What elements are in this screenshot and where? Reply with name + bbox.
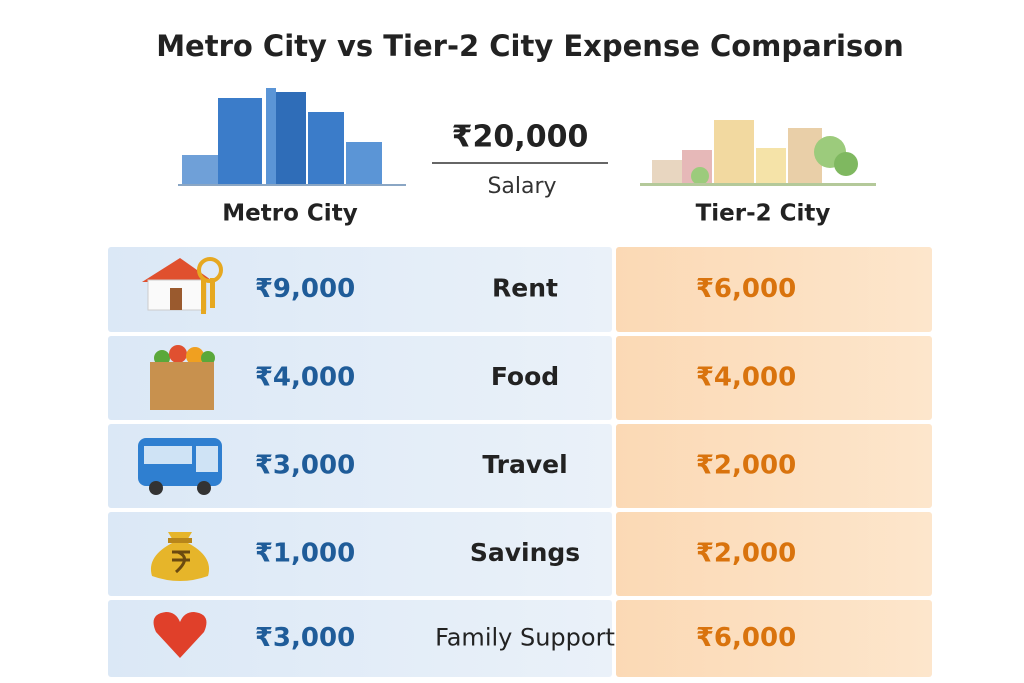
category: Food — [491, 362, 559, 391]
category: Family Support — [435, 624, 615, 652]
metro-value: ₹1,000 — [255, 539, 355, 569]
left-cell — [108, 336, 612, 420]
tier2-value: ₹6,000 — [696, 623, 796, 653]
left-cell — [108, 247, 612, 332]
metro-skyline — [178, 88, 406, 186]
metro-value: ₹9,000 — [255, 274, 355, 304]
category: Rent — [492, 274, 558, 303]
table: ₹9,000 Rent ₹6,000 ₹4,000 Food ₹4,000 ₹3,000 Tr… — [108, 247, 932, 677]
right-cell — [616, 424, 932, 508]
tier2-value: ₹2,000 — [696, 451, 796, 481]
salary-label: Salary — [487, 174, 556, 199]
left-cell — [108, 512, 612, 596]
tier2-label: Tier-2 City — [696, 201, 831, 227]
category: Savings — [470, 538, 580, 567]
right-cell — [616, 512, 932, 596]
title: Metro City vs Tier-2 City Expense Compar… — [156, 29, 904, 63]
metro-value: ₹3,000 — [255, 623, 355, 653]
left-cell — [108, 424, 612, 508]
tier2-town — [640, 120, 876, 186]
right-cell — [616, 247, 932, 332]
house-icon — [142, 257, 223, 314]
left-cell — [108, 600, 612, 677]
tier2-value: ₹6,000 — [696, 274, 796, 304]
bus-icon — [138, 438, 222, 495]
metro-value: ₹4,000 — [255, 363, 355, 393]
metro-value: ₹3,000 — [255, 451, 355, 481]
grocery-icon — [150, 345, 215, 410]
right-cell — [616, 336, 932, 420]
money-bag-icon — [150, 532, 210, 581]
tier2-value: ₹4,000 — [696, 363, 796, 393]
heart-icon — [153, 612, 207, 658]
tier2-value: ₹2,000 — [696, 539, 796, 569]
metro-label: Metro City — [222, 201, 357, 227]
category: Travel — [482, 450, 567, 479]
salary: ₹20,000 — [452, 120, 589, 155]
right-cell — [616, 600, 932, 677]
